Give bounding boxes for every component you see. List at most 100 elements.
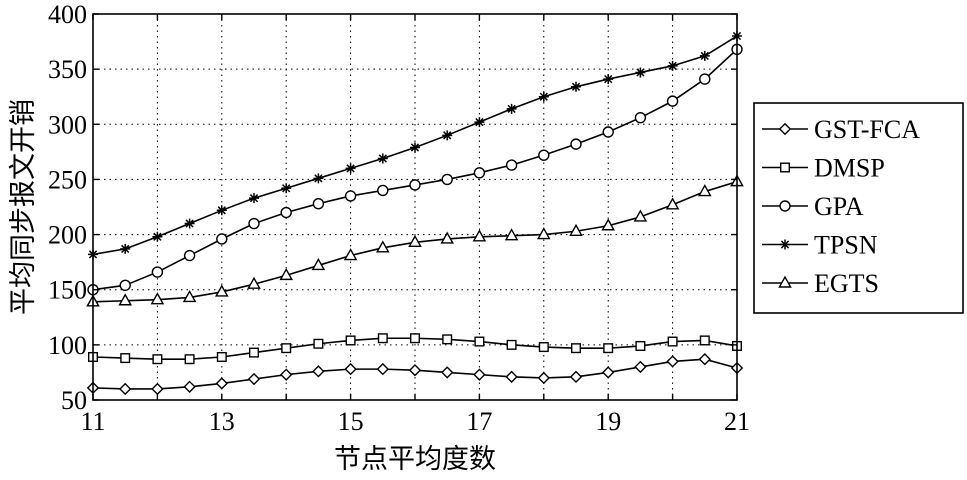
data-point-gpa (377, 184, 389, 197)
data-point-dmsp (313, 338, 324, 349)
data-point-tpsn (603, 74, 614, 85)
series-tpsn (88, 31, 742, 260)
data-point-tpsn (410, 142, 420, 153)
data-point-dmsp (152, 354, 163, 365)
data-point-egts (601, 218, 615, 231)
data-point-gst-fca (634, 360, 647, 374)
legend-item-dmsp: DMSP (762, 154, 885, 183)
data-point-egts (440, 231, 454, 244)
data-point-dmsp (281, 343, 292, 354)
data-point-gpa (248, 217, 260, 230)
data-point-egts (279, 267, 293, 281)
y-tick-label: 50 (61, 386, 87, 415)
data-point-gpa (409, 179, 421, 191)
data-point-egts (150, 292, 165, 305)
data-point-tpsn (538, 91, 549, 102)
data-point-dmsp (120, 353, 131, 364)
legend-item-tpsn: TPSN (762, 231, 878, 260)
data-point-tpsn (281, 183, 292, 194)
data-point-dmsp (603, 343, 614, 354)
x-tick-label: 15 (338, 407, 364, 436)
x-tick-label: 19 (595, 407, 621, 436)
x-axis-title: 节点平均度数 (334, 444, 496, 474)
legend: GST-FCA DMSP GPA TPSN EGTS (753, 102, 964, 314)
data-point-dmsp (184, 354, 195, 365)
data-point-egts (118, 293, 132, 306)
legend-item-gpa: GPA (762, 192, 864, 221)
data-point-egts (343, 248, 358, 261)
data-point-gpa (538, 149, 550, 161)
data-point-gst-fca (537, 371, 550, 385)
legend-label-egts: EGTS (814, 269, 879, 298)
data-point-tpsn (345, 163, 356, 174)
data-point-gpa (312, 197, 325, 210)
data-point-gst-fca (698, 353, 711, 366)
data-point-egts (569, 223, 583, 236)
series-gst-fca (86, 353, 744, 396)
data-point-egts (311, 258, 326, 271)
data-point-egts (182, 290, 197, 303)
y-axis-title: 平均同步报文开销 (8, 99, 38, 315)
data-point-tpsn (635, 67, 646, 78)
data-point-gst-fca (505, 370, 518, 384)
data-point-tpsn (474, 117, 485, 128)
data-point-egts (472, 229, 487, 242)
data-point-gst-fca (119, 382, 132, 396)
data-point-tpsn (377, 153, 388, 164)
y-tick-label: 350 (48, 55, 87, 84)
data-point-gst-fca (247, 372, 261, 386)
data-point-dmsp (345, 335, 356, 346)
legend-label-gst-fca: GST-FCA (814, 115, 920, 144)
series-egts (86, 174, 744, 307)
data-point-gst-fca (280, 368, 293, 381)
data-point-gst-fca (344, 362, 357, 376)
y-tick-label: 200 (48, 221, 87, 250)
data-point-gpa (151, 266, 164, 278)
data-point-gpa (441, 173, 453, 186)
x-tick-label: 13 (209, 407, 235, 436)
data-point-dmsp (216, 351, 227, 362)
data-point-tpsn (249, 193, 259, 204)
data-point-egts (408, 234, 422, 247)
legend-label-gpa: GPA (814, 192, 864, 221)
data-point-gst-fca (183, 380, 196, 393)
data-point-tpsn (506, 103, 517, 114)
data-point-gpa (634, 111, 647, 124)
legend-marker-gpa (779, 200, 791, 212)
y-tick-label: 100 (48, 331, 87, 360)
legend-label-tpsn: TPSN (814, 231, 878, 260)
data-point-tpsn (313, 173, 324, 184)
legend-marker-tpsn (780, 239, 790, 250)
data-point-gpa (505, 159, 518, 171)
legend-label-dmsp: DMSP (814, 154, 885, 183)
data-point-tpsn (152, 231, 163, 242)
data-point-gpa (216, 233, 228, 245)
data-point-gst-fca (666, 355, 679, 368)
data-point-egts (698, 184, 712, 197)
data-point-egts (376, 240, 390, 253)
data-point-dmsp (538, 342, 549, 353)
legend-item-gst-fca: GST-FCA (762, 115, 920, 144)
data-point-gpa (119, 279, 131, 292)
data-point-egts (247, 276, 261, 289)
data-point-tpsn (699, 50, 710, 61)
legend-item-egts: EGTS (762, 269, 879, 298)
data-point-gpa (666, 95, 679, 107)
y-tick-label: 400 (48, 0, 87, 29)
y-axis-ticks: 50 100 150 200 250 300 350 400 (48, 0, 737, 415)
data-point-gst-fca (602, 366, 615, 379)
data-point-egts (537, 227, 551, 240)
data-point-gpa (602, 126, 614, 138)
data-point-gpa (699, 73, 711, 85)
y-tick-label: 150 (48, 276, 87, 305)
legend-marker-dmsp (780, 162, 791, 173)
data-point-egts (504, 228, 519, 241)
data-point-tpsn (216, 205, 227, 216)
data-point-dmsp (699, 335, 710, 346)
data-point-egts (665, 197, 680, 210)
data-point-gst-fca (473, 368, 486, 381)
legend-marker-gst-fca (778, 122, 792, 136)
data-point-egts (633, 209, 648, 222)
data-point-dmsp (442, 334, 453, 345)
